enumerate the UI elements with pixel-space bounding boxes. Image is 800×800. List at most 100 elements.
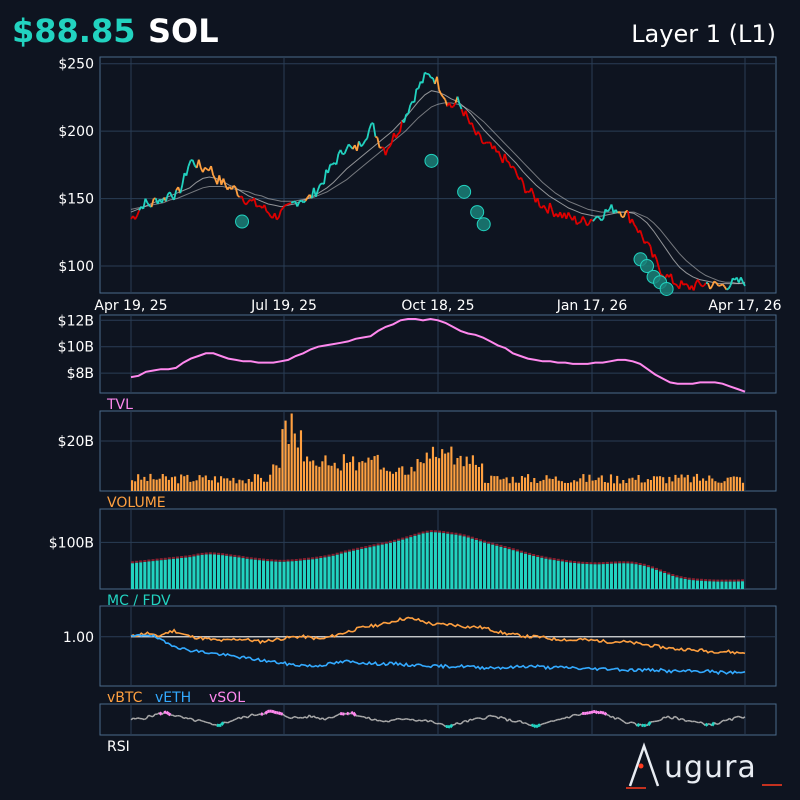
rsi-line-segment bbox=[674, 715, 678, 719]
price-line-segment bbox=[692, 282, 697, 291]
fdv-tick bbox=[294, 559, 298, 561]
volume-bar bbox=[134, 481, 137, 491]
tvl-ytick: $8B bbox=[67, 366, 94, 382]
mc-bar bbox=[286, 561, 290, 589]
rsi-line-segment bbox=[646, 721, 652, 727]
price-line-segment bbox=[364, 137, 368, 142]
rsi-line-segment bbox=[671, 715, 676, 720]
mc-bar bbox=[503, 548, 507, 589]
volume-bar bbox=[167, 479, 170, 491]
mc-bar bbox=[720, 581, 724, 589]
price-line-segment bbox=[514, 168, 518, 176]
mc-bar bbox=[577, 563, 581, 589]
volume-bar bbox=[582, 474, 585, 491]
rsi-line-segment bbox=[548, 720, 552, 723]
fdv-tick bbox=[470, 536, 474, 539]
price-line-segment bbox=[387, 146, 391, 150]
volume-bar bbox=[524, 477, 527, 491]
relperf-ytick: 1.00 bbox=[63, 630, 94, 646]
rsi-line-segment bbox=[570, 714, 574, 717]
rsi-line-segment bbox=[594, 710, 599, 715]
volume-bar bbox=[312, 460, 315, 491]
mc-bar bbox=[335, 554, 339, 589]
price-line-segment bbox=[265, 210, 270, 214]
rsi-line-segment bbox=[639, 723, 642, 726]
price-xtick: Jul 19, 25 bbox=[250, 298, 317, 314]
volume-bar bbox=[309, 461, 312, 491]
volume-bar bbox=[370, 459, 373, 491]
rsi-line-segment bbox=[610, 715, 614, 718]
logo-underscore-icon bbox=[762, 784, 782, 786]
fdv-tick bbox=[433, 530, 437, 533]
volume-bar bbox=[597, 477, 600, 491]
volume-bar bbox=[158, 478, 161, 491]
fdv-tick bbox=[630, 561, 634, 564]
rsi-line-segment bbox=[685, 719, 689, 723]
volume-bar bbox=[720, 482, 723, 491]
volume-bar bbox=[662, 477, 665, 491]
rsi-line-segment bbox=[335, 714, 339, 717]
fdv-tick bbox=[188, 555, 192, 558]
price-line-segment bbox=[366, 129, 371, 139]
rsi-line-segment bbox=[214, 723, 217, 726]
rsi-line-segment bbox=[137, 717, 140, 720]
fdv-tick bbox=[593, 562, 597, 565]
fdv-tick bbox=[724, 579, 728, 582]
price-line-segment bbox=[582, 216, 586, 221]
fdv-tick bbox=[266, 559, 270, 562]
mc-bar bbox=[671, 576, 675, 589]
rsi-line-segment bbox=[302, 716, 306, 719]
mc-bar bbox=[278, 561, 282, 589]
price-line-segment bbox=[280, 207, 284, 211]
rsi-line-segment bbox=[434, 722, 438, 725]
mc-bar bbox=[450, 534, 454, 589]
rsi-line-segment bbox=[487, 714, 491, 718]
rsi-line-segment bbox=[317, 717, 321, 720]
rsi-line-segment bbox=[682, 718, 687, 722]
price-line-segment bbox=[471, 122, 475, 130]
price-line-segment bbox=[618, 211, 623, 218]
price-line-segment bbox=[343, 148, 348, 155]
price-line-segment bbox=[331, 162, 335, 166]
volume-bar bbox=[462, 466, 465, 491]
volume-bar bbox=[738, 477, 742, 491]
rsi-line-segment bbox=[286, 716, 290, 719]
rsi-line-segment bbox=[474, 717, 477, 720]
price-line-segment bbox=[417, 81, 422, 89]
fdv-tick bbox=[716, 579, 720, 582]
volume-bar bbox=[296, 447, 299, 491]
rsi-line-segment bbox=[372, 718, 376, 721]
price-line-segment bbox=[144, 198, 149, 204]
volume-bar bbox=[459, 455, 462, 491]
volume-bar bbox=[732, 476, 735, 491]
mc-bar bbox=[478, 541, 482, 589]
price-line-segment bbox=[526, 190, 530, 194]
rsi-line-segment bbox=[500, 715, 504, 719]
volume-bar bbox=[527, 474, 530, 491]
volume-bar bbox=[339, 470, 342, 491]
mc-bar bbox=[536, 557, 540, 589]
volume-bar bbox=[269, 474, 272, 491]
rsi-line-segment bbox=[462, 719, 466, 723]
rsi-line-segment bbox=[282, 713, 286, 717]
price-line-segment bbox=[647, 242, 652, 247]
volume-bar bbox=[192, 481, 195, 491]
rsi-line-segment bbox=[148, 714, 152, 717]
fdv-tick bbox=[614, 561, 618, 564]
mc-bar bbox=[569, 562, 573, 589]
rsi-line-segment bbox=[467, 718, 471, 723]
fdv-tick bbox=[601, 562, 605, 565]
rsi-line-segment bbox=[643, 723, 647, 728]
rsi-line-segment bbox=[667, 715, 671, 719]
fdv-tick bbox=[728, 579, 732, 582]
volume-bar bbox=[278, 467, 281, 491]
price-line-segment bbox=[424, 71, 428, 75]
volume-bar bbox=[146, 481, 149, 491]
mc-bar bbox=[163, 559, 167, 589]
price-line-segment bbox=[643, 241, 647, 245]
volume-bar bbox=[438, 458, 441, 491]
volume-bar bbox=[336, 468, 339, 491]
rsi-line-segment bbox=[161, 712, 165, 716]
fdv-tick bbox=[695, 578, 699, 581]
rsi-line-segment bbox=[145, 714, 150, 719]
